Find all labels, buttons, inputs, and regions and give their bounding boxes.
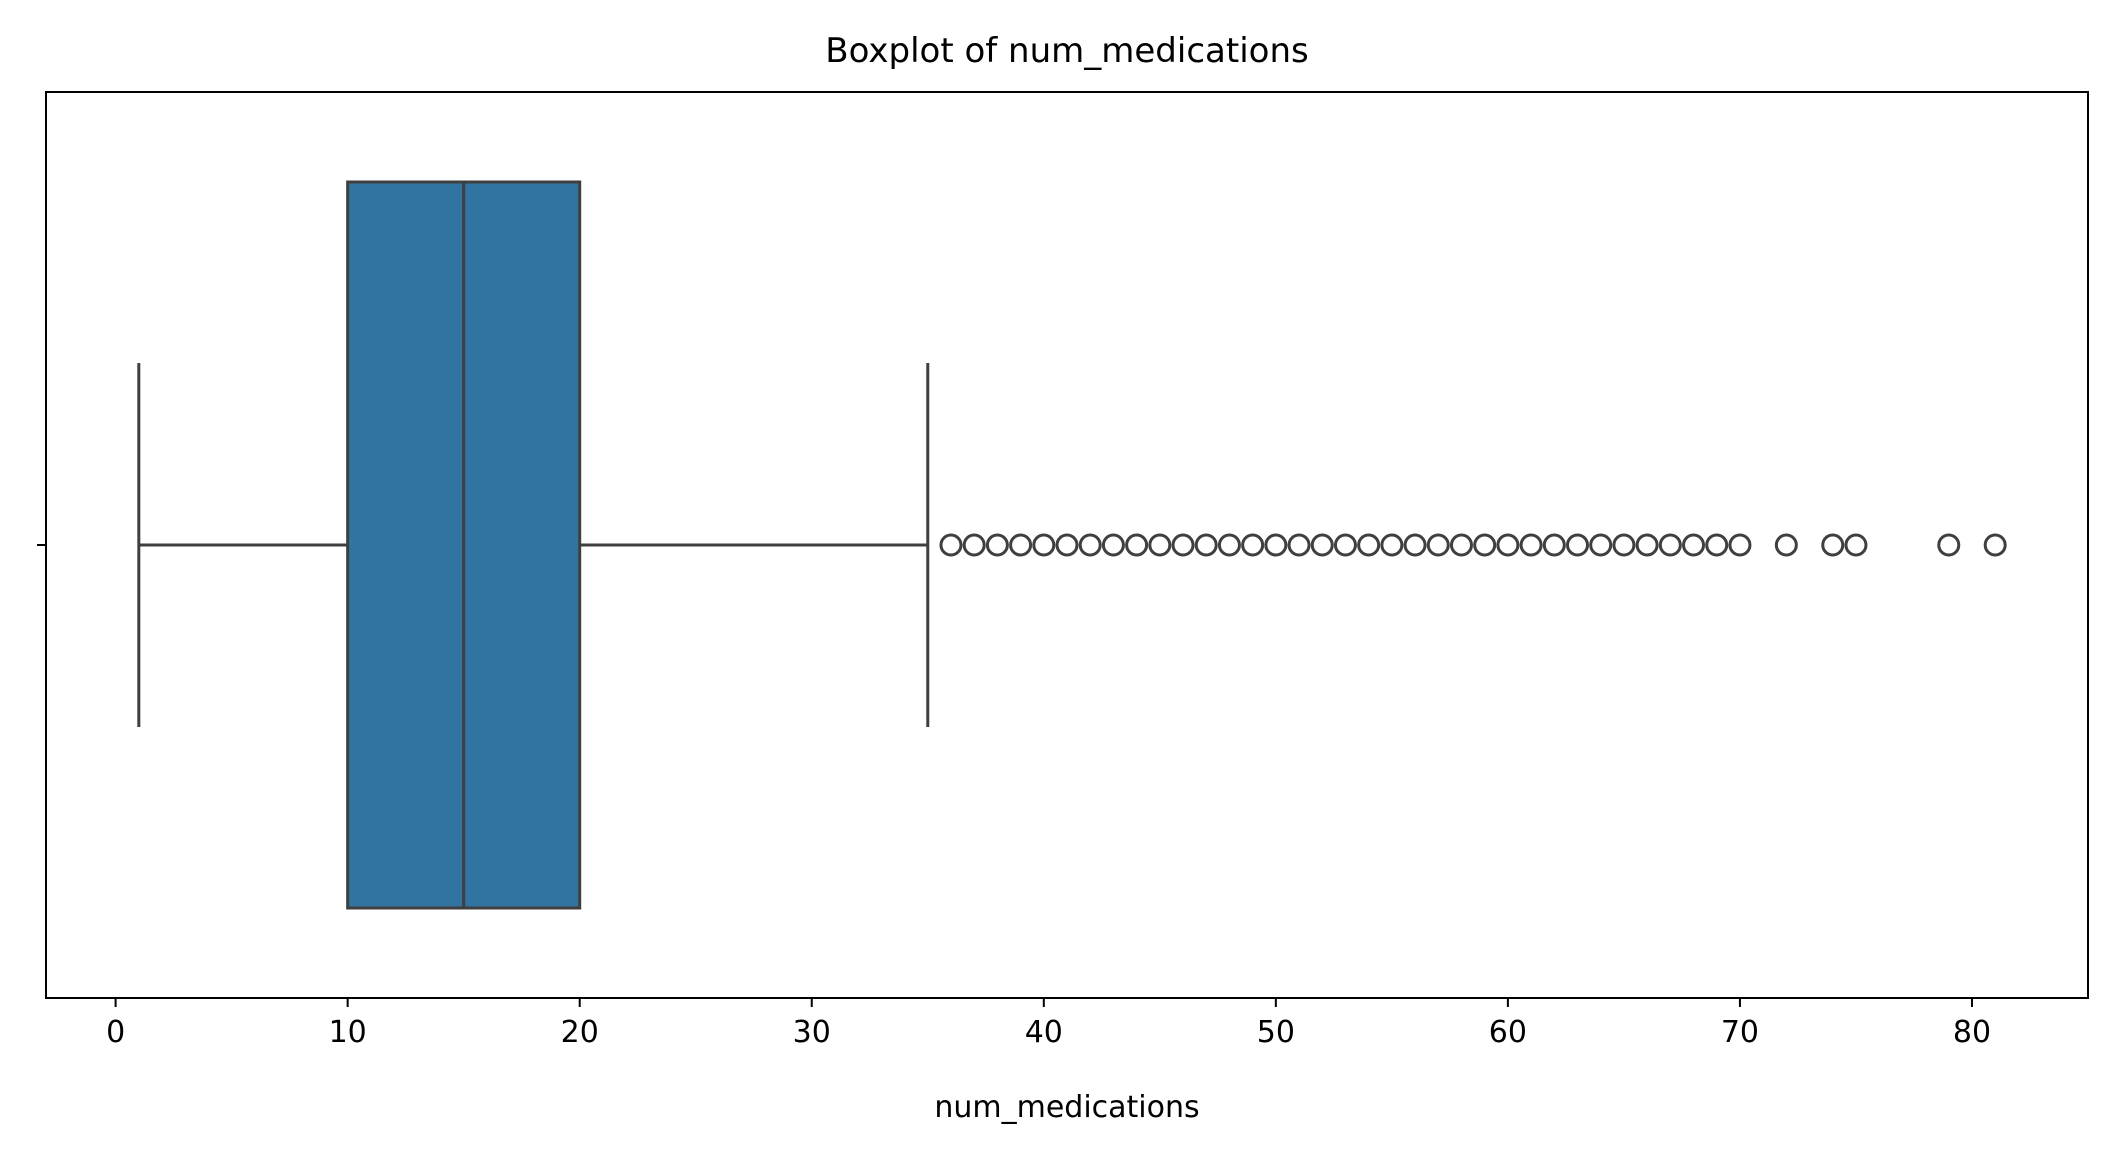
x-axis-label: num_medications xyxy=(934,1090,1199,1125)
outlier-point xyxy=(1844,533,1868,557)
outlier-point xyxy=(1171,533,1195,557)
outlier-point xyxy=(1125,533,1149,557)
outlier-point xyxy=(1380,533,1404,557)
outlier-point xyxy=(1078,533,1102,557)
outlier-point xyxy=(1194,533,1218,557)
outlier-point xyxy=(1496,533,1520,557)
outlier-point xyxy=(1357,533,1381,557)
outlier-point xyxy=(1287,533,1311,557)
outlier-point xyxy=(1983,533,2007,557)
outlier-point xyxy=(1101,533,1125,557)
outlier-point xyxy=(1055,533,1079,557)
outlier-point xyxy=(1589,533,1613,557)
outlier-point xyxy=(1658,533,1682,557)
outlier-point xyxy=(1473,533,1497,557)
x-tick-label: 40 xyxy=(1025,1015,1063,1050)
plot-frame xyxy=(45,91,2089,999)
outlier-point xyxy=(1682,533,1706,557)
x-tick-label: 30 xyxy=(793,1015,831,1050)
x-tick-label: 0 xyxy=(106,1015,125,1050)
outlier-point xyxy=(1009,533,1033,557)
outlier-point xyxy=(1264,533,1288,557)
outlier-point xyxy=(1612,533,1636,557)
outlier-point xyxy=(1635,533,1659,557)
outlier-point xyxy=(1217,533,1241,557)
outlier-point xyxy=(1403,533,1427,557)
outlier-point xyxy=(1426,533,1450,557)
outlier-point xyxy=(1241,533,1265,557)
outlier-point xyxy=(1542,533,1566,557)
outlier-point xyxy=(1032,533,1056,557)
outlier-point xyxy=(1333,533,1357,557)
outlier-point xyxy=(985,533,1009,557)
x-tick-label: 10 xyxy=(329,1015,367,1050)
outlier-point xyxy=(1705,533,1729,557)
plot-area: 0 10 20 30 40 50 60 70 80 xyxy=(37,180,2007,1050)
x-tick-label: 20 xyxy=(561,1015,599,1050)
x-tick-label: 70 xyxy=(1721,1015,1759,1050)
chart-title: Boxplot of num_medications xyxy=(825,31,1308,71)
outlier-point xyxy=(962,533,986,557)
x-tick-label: 50 xyxy=(1257,1015,1295,1050)
outlier-point xyxy=(1821,533,1845,557)
outlier-point xyxy=(1728,533,1752,557)
outlier-point xyxy=(1566,533,1589,557)
outlier-point xyxy=(1774,533,1798,557)
outlier-point xyxy=(1310,533,1334,557)
outlier-point xyxy=(1148,533,1172,557)
outlier-point xyxy=(1519,533,1543,557)
x-tick-label: 60 xyxy=(1489,1015,1527,1050)
outlier-point xyxy=(1937,533,1961,557)
outlier-point xyxy=(1449,533,1473,557)
outlier-point xyxy=(939,533,963,557)
x-tick-label: 80 xyxy=(1953,1015,1991,1050)
